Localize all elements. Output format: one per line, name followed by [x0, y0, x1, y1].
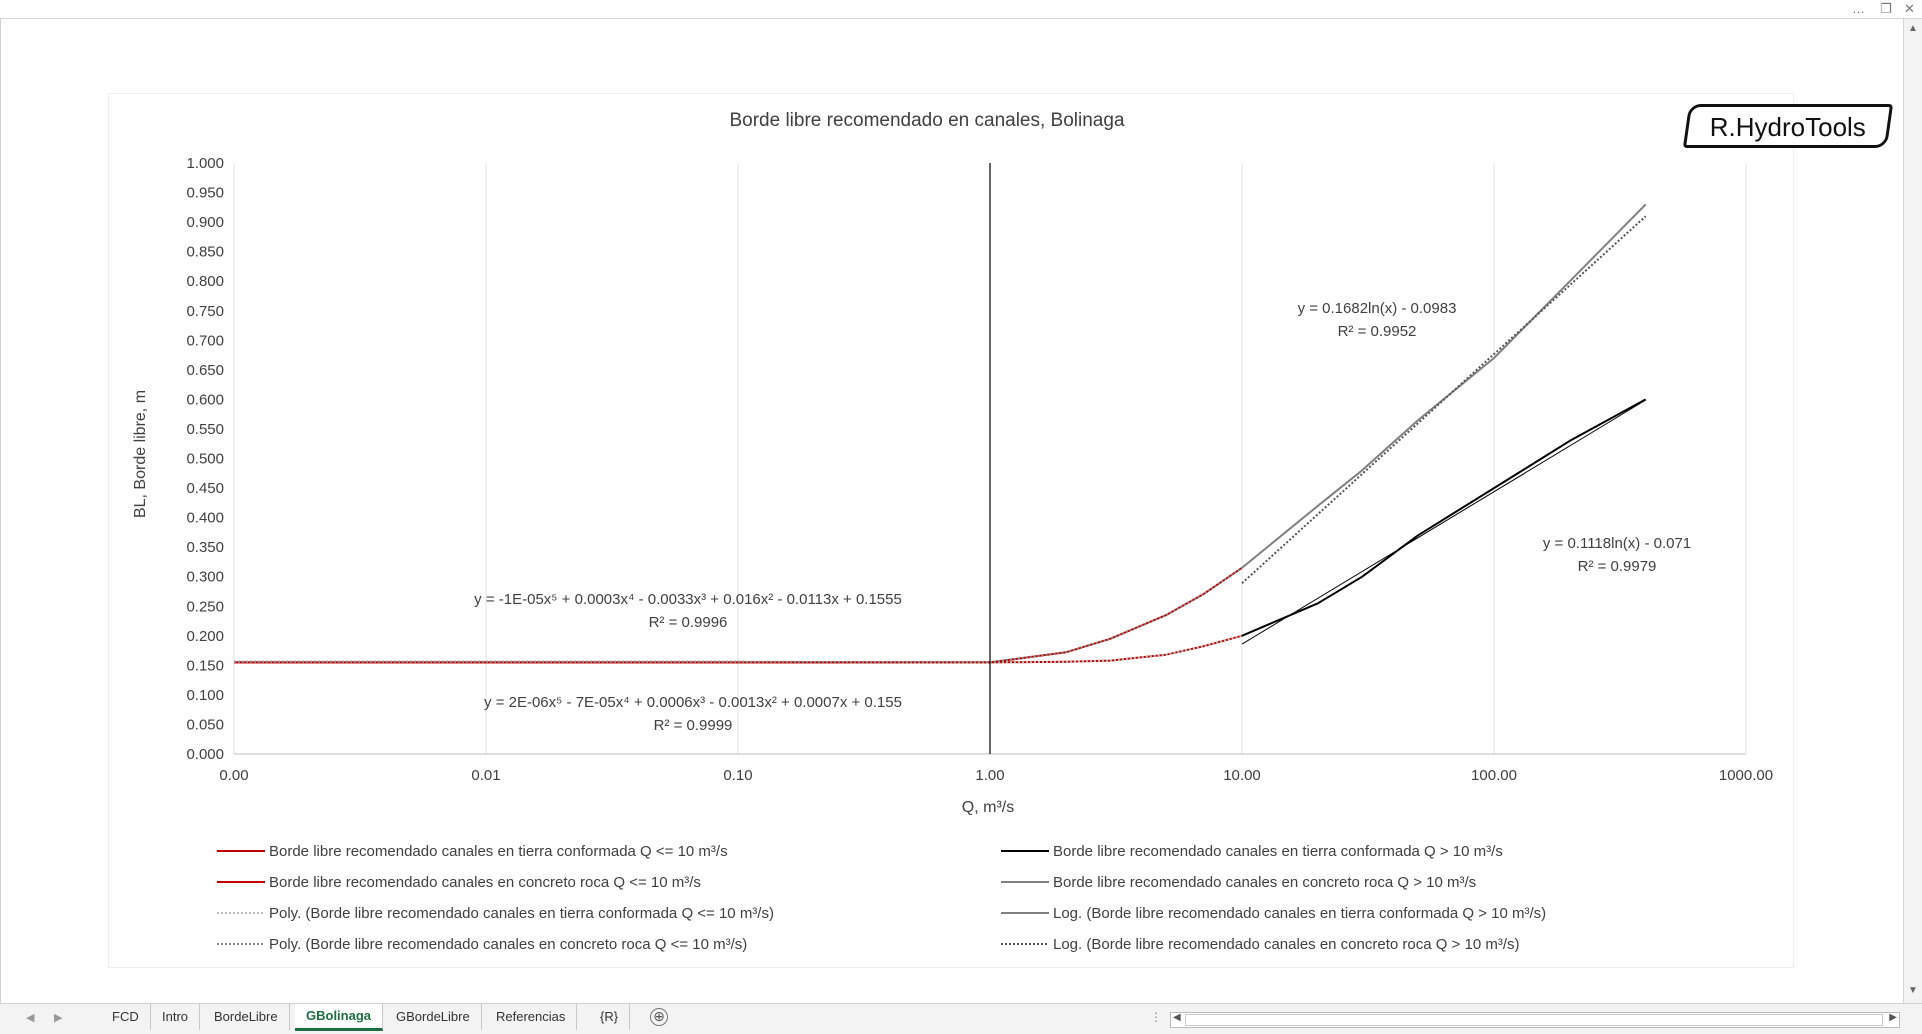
- y-tick-label: 0.100: [186, 687, 224, 704]
- y-tick-label: 0.150: [186, 657, 224, 674]
- y-tick-label: 0.350: [186, 539, 224, 556]
- legend-label: Borde libre recomendado canales en tierr…: [269, 843, 728, 860]
- trendline-equation: y = -1E-05x⁵ + 0.0003x⁴ - 0.0033x³ + 0.0…: [474, 591, 902, 608]
- vertical-scrollbar[interactable]: ▲ ▼: [1903, 19, 1922, 1003]
- x-tick-label: 0.10: [723, 767, 752, 784]
- sheet-tab-gbordelibre[interactable]: GBordeLibre: [385, 1004, 482, 1030]
- series-line-8: [1241, 215, 1647, 584]
- trendline-equation: y = 0.1118ln(x) - 0.071: [1543, 535, 1691, 552]
- series-line-7: [1241, 399, 1646, 645]
- sheet-tab-gbolinaga[interactable]: GBolinaga: [295, 1004, 384, 1031]
- y-tick-label: 0.000: [186, 746, 224, 763]
- sheet-tab-bordelibre[interactable]: BordeLibre: [203, 1004, 290, 1030]
- y-tick-label: 0.800: [186, 273, 224, 290]
- y-tick-label: 0.500: [186, 451, 224, 468]
- legend-label: Borde libre recomendado canales en tierr…: [1053, 843, 1503, 860]
- x-tick-label: 10.00: [1223, 767, 1261, 784]
- y-tick-label: 0.200: [186, 628, 224, 645]
- sheet-tab-r[interactable]: {R}: [589, 1004, 631, 1030]
- trendline-r-squared: R² = 0.9999: [654, 717, 733, 734]
- y-tick-label: 0.900: [186, 214, 224, 231]
- scroll-right-icon[interactable]: ▶: [1889, 1012, 1897, 1023]
- legend-label: Poly. (Borde libre recomendado canales e…: [269, 905, 774, 922]
- y-tick-label: 0.050: [186, 716, 224, 733]
- scroll-up-icon[interactable]: ▲: [1908, 23, 1918, 34]
- sheet-tab-referencias[interactable]: Referencias: [485, 1004, 578, 1030]
- y-tick-label: 1.000: [186, 155, 224, 172]
- legend-label: Log. (Borde libre recomendado canales en…: [1053, 905, 1546, 922]
- sheet-tab-fcd[interactable]: FCD: [101, 1004, 151, 1030]
- rhydrotools-logo: R.HydroTools: [1682, 104, 1894, 148]
- y-tick-label: 0.650: [186, 362, 224, 379]
- worksheet-area[interactable]: Borde libre recomendado en canales, Boli…: [0, 19, 1903, 1003]
- grid-layer: [233, 163, 1747, 754]
- chart-area[interactable]: Borde libre recomendado en canales, Boli…: [109, 94, 1894, 967]
- legend-label: Log. (Borde libre recomendado canales en…: [1053, 936, 1520, 953]
- chart-title: Borde libre recomendado en canales, Boli…: [729, 110, 1124, 131]
- y-tick-label: 0.550: [186, 421, 224, 438]
- legend: Borde libre recomendado canales en tierr…: [217, 843, 1546, 953]
- legend-label: Borde libre recomendado canales en concr…: [1053, 874, 1476, 891]
- chart-svg: Borde libre recomendado en canales, Boli…: [132, 110, 1773, 953]
- trendline-r-squared: R² = 0.9996: [649, 614, 728, 631]
- y-tick-label: 0.300: [186, 569, 224, 586]
- y-axis-label: BL, Borde libre, m: [132, 390, 149, 518]
- splitter-handle-icon[interactable]: ⋮: [1150, 1010, 1162, 1024]
- y-tick-label: 0.450: [186, 480, 224, 497]
- title-bar: … ❐ ✕: [0, 0, 1922, 19]
- x-tick-label: 1000.00: [1719, 767, 1773, 784]
- x-tick-label: 0.00: [219, 767, 248, 784]
- close-window-icon[interactable]: ✕: [1904, 1, 1915, 16]
- scroll-left-icon[interactable]: ◀: [1173, 1012, 1181, 1023]
- series-line-6: [1241, 203, 1647, 569]
- scroll-tabs-right-icon[interactable]: ▶: [54, 1012, 63, 1024]
- x-tick-label: 1.00: [975, 767, 1004, 784]
- more-options-icon[interactable]: …: [1852, 1, 1865, 16]
- logo-text: R.HydroTools: [1709, 112, 1866, 142]
- series-line-4: [234, 566, 1243, 664]
- scroll-down-icon[interactable]: ▼: [1908, 985, 1918, 996]
- trendline-equation: y = 0.1682ln(x) - 0.0983: [1298, 300, 1457, 317]
- y-tick-label: 0.850: [186, 244, 224, 261]
- series-line-5: [1241, 398, 1647, 637]
- x-axis-label: Q, m³/s: [962, 799, 1014, 816]
- add-sheet-icon[interactable]: ⊕: [650, 1008, 668, 1026]
- restore-window-icon[interactable]: ❐: [1880, 1, 1892, 16]
- y-tick-label: 0.600: [186, 391, 224, 408]
- scroll-tabs-left-icon[interactable]: ◀: [26, 1012, 35, 1024]
- x-tick-label: 0.01: [471, 767, 500, 784]
- trendline-r-squared: R² = 0.9952: [1338, 323, 1417, 340]
- legend-label: Poly. (Borde libre recomendado canales e…: [269, 936, 747, 953]
- sheet-tab-bar: ◀ ▶ FCD Intro BordeLibre GBolinaga GBordeLib…: [0, 1003, 1922, 1034]
- y-tick-label: 0.950: [186, 185, 224, 202]
- annotation-layer: y = 0.1682ln(x) - 0.0983 R² = 0.9952 y = 0…: [474, 300, 1691, 734]
- y-tick-label: 0.250: [186, 598, 224, 615]
- series-layer: [234, 203, 1647, 664]
- trendline-r-squared: R² = 0.9979: [1578, 558, 1657, 575]
- x-tick-label: 100.00: [1471, 767, 1517, 784]
- axis-layer: 0.00 0.01 0.10 1.00 10.00 100.00 1000.00 1.000 0…: [186, 155, 1773, 784]
- sheet-tab-intro[interactable]: Intro: [151, 1004, 201, 1030]
- trendline-equation: y = 2E-06x⁵ - 7E-05x⁴ + 0.0006x³ - 0.001…: [484, 694, 902, 711]
- horizontal-scroll-thumb[interactable]: [1185, 1014, 1883, 1026]
- y-tick-label: 0.750: [186, 303, 224, 320]
- horizontal-scrollbar[interactable]: ◀ ▶: [1170, 1012, 1900, 1028]
- y-tick-label: 0.700: [186, 332, 224, 349]
- y-tick-label: 0.400: [186, 510, 224, 527]
- legend-label: Borde libre recomendado canales en concr…: [269, 874, 701, 891]
